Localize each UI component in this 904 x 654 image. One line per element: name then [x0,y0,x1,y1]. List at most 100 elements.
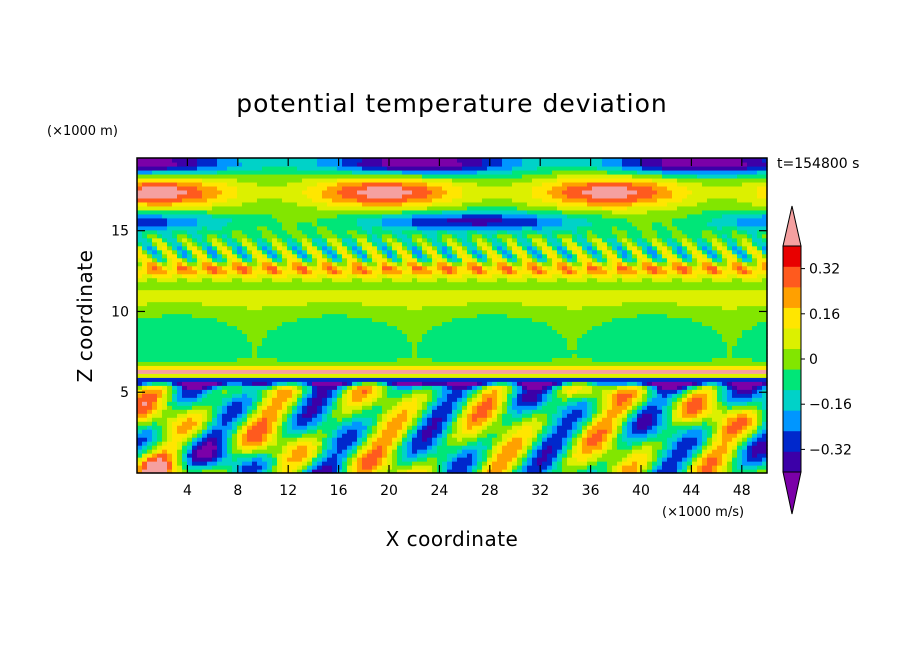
heatmap-cell [437,241,443,247]
heatmap-cell [417,189,423,195]
heatmap-cell [372,437,378,442]
heatmap-cell [302,437,308,442]
heatmap-cell [262,465,268,470]
heatmap-cell [397,269,403,275]
heatmap-cell [357,158,363,163]
heatmap-cell [322,305,328,311]
heatmap-cell [327,365,333,370]
heatmap-cell [437,237,443,243]
heatmap-cell [227,209,233,215]
heatmap-cell [222,217,228,223]
heatmap-cell [272,333,278,339]
heatmap-cell [397,437,403,442]
heatmap-cell [237,377,243,382]
heatmap-cell [287,413,293,418]
heatmap-cell [257,465,263,470]
heatmap-cell [192,237,198,243]
heatmap-cell [262,329,268,335]
heatmap-cell [357,441,363,446]
heatmap-cell [297,421,303,426]
heatmap-cell [147,381,153,386]
heatmap-cell [372,233,378,239]
heatmap-cell [192,421,198,426]
heatmap-cell [262,169,268,175]
heatmap-cell [192,221,198,227]
heatmap-cell [152,293,158,299]
heatmap-cell [197,189,203,195]
heatmap-cell [232,229,238,235]
heatmap-cell [277,309,283,315]
heatmap-cell [187,397,193,402]
heatmap-cell [427,317,433,323]
heatmap-cell [372,213,378,219]
heatmap-cell [297,433,303,438]
heatmap-cell [347,461,353,466]
heatmap-cell [187,449,193,454]
heatmap-cell [422,425,428,430]
heatmap-cell [152,457,158,462]
heatmap-cell [307,273,313,279]
heatmap-cell [312,349,318,354]
heatmap-cell [362,393,368,398]
heatmap-cell [302,309,308,315]
heatmap-cell [237,309,243,315]
heatmap-cell [392,345,398,350]
heatmap-cell [297,201,303,207]
heatmap-cell [267,325,273,331]
heatmap-cell [307,449,313,454]
heatmap-cell [412,265,418,271]
heatmap-cell [157,257,163,263]
heatmap-cell [337,277,343,283]
heatmap-cell [362,189,368,195]
heatmap-cell [222,437,228,442]
heatmap-cell [402,465,408,470]
heatmap-cell [427,221,433,227]
heatmap-cell [247,429,253,434]
heatmap-cell [242,329,248,335]
heatmap-cell [307,425,313,430]
heatmap-cell [312,449,318,454]
heatmap-cell [252,233,258,239]
heatmap-cell [422,169,428,175]
heatmap-cell [427,333,433,339]
heatmap-cell [387,161,393,167]
heatmap-cell [327,401,333,406]
heatmap-cell [452,425,458,430]
heatmap-cell [197,197,203,203]
heatmap-cell [367,265,373,271]
heatmap-cell [192,425,198,430]
heatmap-cell [142,433,148,438]
heatmap-cell [427,337,433,343]
heatmap-cell [327,269,333,275]
heatmap-cell [207,217,213,223]
heatmap-cell [142,405,148,410]
heatmap-cell [427,193,433,199]
heatmap-cell [297,333,303,339]
heatmap-cell [157,285,163,291]
heatmap-cell [392,465,398,470]
heatmap-cell [232,433,238,438]
heatmap-cell [302,469,308,474]
heatmap-cell [407,393,413,398]
heatmap-cell [347,341,353,347]
heatmap-cell [297,293,303,299]
heatmap-cell [262,229,268,235]
heatmap-cell [277,273,283,279]
heatmap-cell [357,265,363,271]
heatmap-cell [302,237,308,243]
heatmap-cell [317,457,323,462]
heatmap-cell [437,369,443,374]
heatmap-cell [237,297,243,303]
heatmap-cell [397,325,403,331]
heatmap-cell [447,281,453,287]
heatmap-cell [217,357,223,362]
heatmap-cell [437,305,443,311]
heatmap-cell [312,401,318,406]
heatmap-cell [267,389,273,394]
heatmap-cell [267,341,273,347]
heatmap-cell [177,417,183,422]
heatmap-cell [362,413,368,418]
heatmap-cell [197,437,203,442]
heatmap-cell [387,469,393,474]
heatmap-cell [342,205,348,211]
